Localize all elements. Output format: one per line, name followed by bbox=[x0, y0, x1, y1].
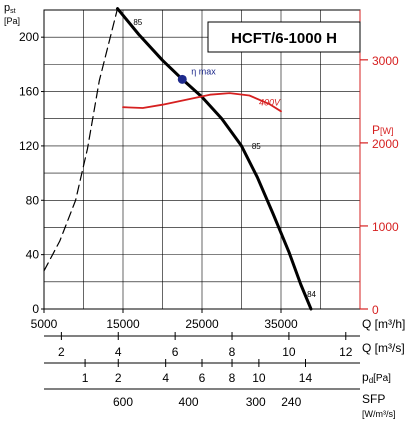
pd-axis-tick-label: 14 bbox=[299, 371, 313, 385]
efficiency-label: 85 bbox=[252, 142, 261, 151]
pd-axis-tick-label: 8 bbox=[229, 371, 236, 385]
q-ms-axis-tick-label: 8 bbox=[229, 345, 236, 359]
series-power-line bbox=[122, 92, 282, 113]
sfp-unit-line2: [W/m³/s] bbox=[362, 409, 396, 419]
pd-axis-tick-label: 10 bbox=[252, 371, 266, 385]
q-ms-axis-tick-label: 4 bbox=[115, 345, 122, 359]
y-right-unit: [W] bbox=[380, 126, 394, 136]
pd-unit: pd[Pa] bbox=[362, 370, 391, 385]
y-left-tick-label: 200 bbox=[19, 30, 39, 44]
grid bbox=[43, 9, 361, 310]
pd-axis-tick-label: 2 bbox=[115, 371, 122, 385]
x-tick-label: 35000 bbox=[264, 317, 298, 331]
sfp-axis-tick-label: 600 bbox=[113, 395, 133, 409]
q-ms-axis-tick-label: 10 bbox=[282, 345, 296, 359]
sfp-axis-tick-label: 300 bbox=[246, 395, 266, 409]
y-right-label: P[W] bbox=[372, 123, 394, 137]
y-right-tick-label: 1000 bbox=[372, 220, 399, 234]
y-left-label-main: p bbox=[4, 2, 10, 14]
q-ms-axis-tick-label: 2 bbox=[58, 345, 65, 359]
y-left-tick-label: 40 bbox=[26, 248, 40, 262]
series-stall-region-line bbox=[43, 8, 119, 272]
series-group: 400V bbox=[43, 7, 313, 311]
y-left-label-sub: st bbox=[10, 8, 16, 15]
y-right-tick-label: 0 bbox=[372, 303, 379, 317]
eta-max-label: η max bbox=[191, 66, 216, 76]
y-left-tick-label: 80 bbox=[26, 193, 40, 207]
q-ms-unit: Q [m³/s] bbox=[362, 341, 405, 355]
efficiency-label: 84 bbox=[307, 290, 316, 299]
q-ms-axis-tick-label: 12 bbox=[339, 345, 353, 359]
y-left-tick-label: 0 bbox=[32, 302, 39, 316]
y-right-tick-label: 3000 bbox=[372, 54, 399, 68]
pd-unit-tail: [Pa] bbox=[373, 373, 391, 384]
pd-unit-main: p bbox=[362, 370, 369, 384]
q-ms-axis-tick-label: 6 bbox=[172, 345, 179, 359]
x-tick-label: 15000 bbox=[106, 317, 140, 331]
x-tick-label: 5000 bbox=[31, 317, 58, 331]
sfp-axis-tick-label: 400 bbox=[179, 395, 199, 409]
sfp-axis-tick-label: 240 bbox=[281, 395, 301, 409]
sfp-unit: SFP bbox=[362, 392, 385, 406]
pd-unit-sub: d bbox=[369, 376, 373, 385]
y-right-tick-label: 2000 bbox=[372, 137, 399, 151]
x-unit: Q [m³/h] bbox=[362, 317, 405, 331]
y-right-label-main: P bbox=[372, 123, 380, 137]
efficiency-label: 85 bbox=[133, 18, 142, 27]
y-left-label: pst bbox=[4, 2, 16, 15]
chart-title: HCFT/6-1000 H bbox=[231, 30, 337, 47]
y-left-unit: [Pa] bbox=[4, 16, 20, 26]
pd-axis-tick-label: 6 bbox=[199, 371, 206, 385]
series-pressure-line bbox=[116, 7, 313, 311]
y-left-tick-label: 160 bbox=[19, 85, 39, 99]
annotation-group: η max 85 85 84 bbox=[133, 18, 316, 299]
y-left-tick-label: 120 bbox=[19, 139, 39, 153]
series-power-label: 400V bbox=[259, 97, 281, 107]
pd-axis-tick-label: 4 bbox=[162, 371, 169, 385]
x-tick-label: 25000 bbox=[185, 317, 219, 331]
title-box bbox=[207, 21, 361, 53]
pd-axis-tick-label: 1 bbox=[82, 371, 89, 385]
eta-max-marker bbox=[177, 74, 187, 84]
